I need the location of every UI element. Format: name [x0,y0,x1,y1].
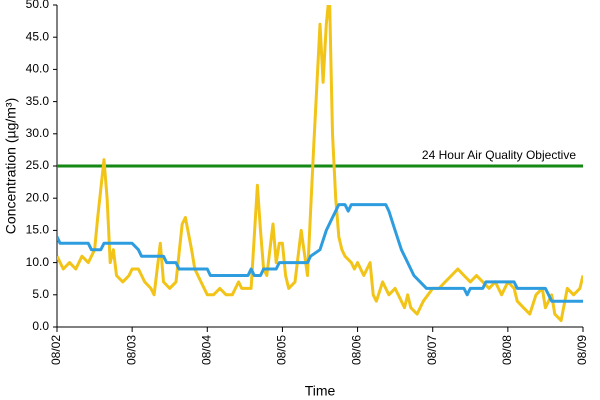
y-tick-label: 10.0 [26,255,50,269]
x-tick-label: 08/05 [275,335,289,365]
y-tick-label: 50.0 [26,0,50,11]
x-tick-label: 08/03 [124,335,138,365]
series-line [57,5,583,323]
x-tick-label: 08/04 [199,335,213,365]
y-tick-label: 20.0 [26,190,50,204]
y-tick-label: 0.0 [32,319,49,333]
y-tick-label: 25.0 [26,158,50,172]
x-tick-label: 08/02 [49,335,63,365]
x-tick-label: 08/07 [425,335,439,365]
x-tick-label: 08/09 [575,335,589,365]
y-tick-label: 5.0 [32,287,49,301]
y-tick-label: 15.0 [26,223,50,237]
series-line [57,203,583,303]
x-axis-title: Time [305,383,336,399]
y-tick-label: 40.0 [26,62,50,76]
x-tick-label: 08/08 [500,335,514,365]
x-tick-label: 08/06 [350,335,364,365]
y-tick-label: 30.0 [26,126,50,140]
y-tick-label: 45.0 [26,29,50,43]
y-axis-title: Concentration (µg/m³) [3,98,19,234]
y-tick-label: 35.0 [26,94,50,108]
reference-label: 24 Hour Air Quality Objective [422,148,576,162]
